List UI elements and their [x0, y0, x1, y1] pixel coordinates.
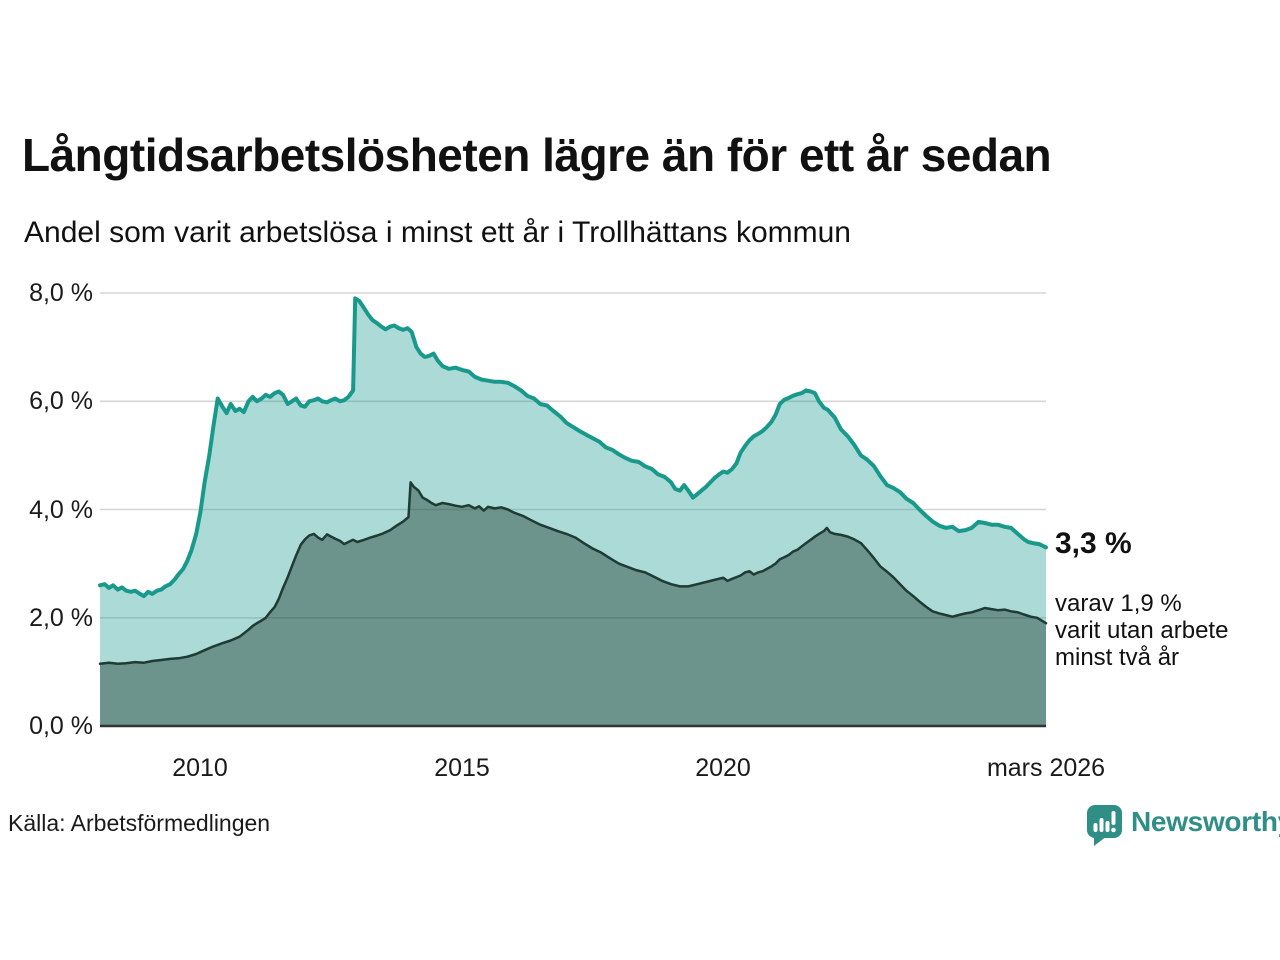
area-fill-series-1: [100, 482, 1046, 726]
x-axis-tick-label: 2015: [434, 754, 490, 782]
y-axis-tick-label: 6,0 %: [29, 387, 93, 416]
source-note: Källa: Arbetsförmedlingen: [8, 810, 271, 836]
newsworthy-wordmark: Newsworthy: [1131, 806, 1280, 837]
newsworthy-bubble-icon: [1087, 805, 1122, 846]
x-axis-tick-label: mars 2026: [986, 754, 1106, 782]
y-axis-tick-label: 2,0 %: [29, 603, 93, 632]
latest-total-value: 3,3 %: [1055, 527, 1132, 560]
annotation-detail-line: minst två år: [1055, 644, 1180, 671]
area-fill-series-0: [100, 298, 1046, 726]
annotation-detail-line: varav 1,9 %: [1055, 590, 1182, 617]
y-axis-tick-label: 0,0 %: [29, 712, 93, 740]
line-series-0: [98, 296, 1048, 599]
line-series-1: [98, 481, 1048, 666]
annotation-detail-line: varit utan arbete: [1055, 617, 1229, 644]
page-title: Långtidsarbetslösheten lägre än för ett …: [22, 129, 1052, 181]
end-value-annotation: 3,3 % varav 1,9 % varit utan arbete mins…: [1055, 527, 1270, 671]
y-axis-tick-label: 8,0 %: [29, 279, 93, 307]
newsworthy-logo: Newsworthy: [1086, 803, 1280, 847]
x-axis-tick-label: 2010: [172, 754, 228, 782]
page-subtitle: Andel som varit arbetslösa i minst ett å…: [24, 216, 851, 249]
x-axis-tick-label: 2020: [695, 754, 751, 782]
y-axis-tick-label: 4,0 %: [29, 495, 93, 524]
